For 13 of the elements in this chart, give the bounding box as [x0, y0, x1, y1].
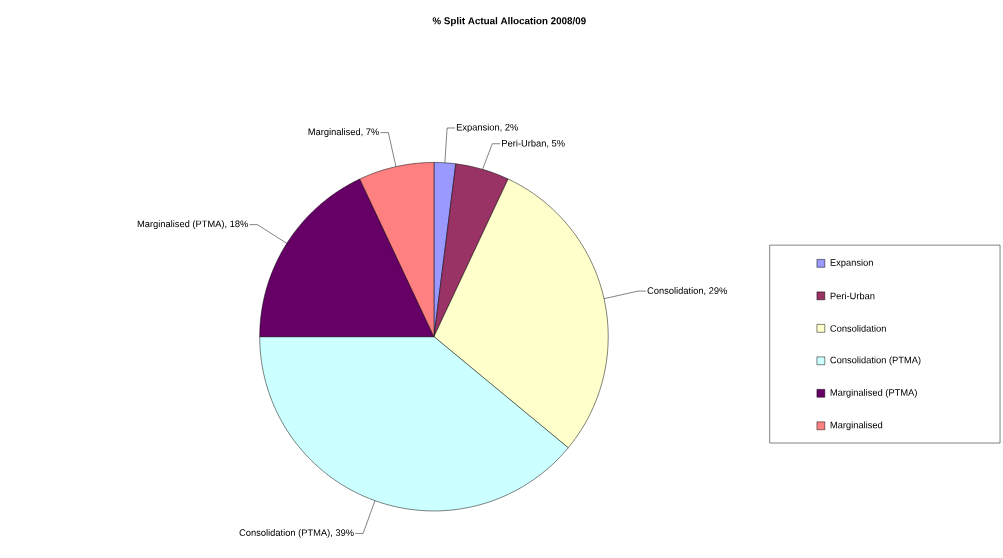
legend-label: Consolidation: [830, 324, 886, 332]
data-label: Peri-Urban, 5%: [502, 139, 565, 148]
legend-label: Consolidation (PTMA): [830, 356, 921, 366]
data-label: Expansion, 2%: [456, 123, 518, 133]
data-label: Marginalised (PTMA), 18%: [137, 220, 248, 229]
legend-label: Expansion: [830, 258, 873, 268]
legend-label: Marginalised (PTMA): [830, 388, 917, 398]
chart-title: % Split Actual Allocation 2008/09: [432, 16, 586, 27]
data-label: Consolidation (PTMA), 39%: [239, 529, 354, 538]
data-label: Marginalised, 7%: [308, 128, 379, 137]
legend-label: Peri-Urban: [830, 292, 875, 300]
legend-label: Marginalised: [830, 421, 883, 431]
data-label: Consolidation, 29%: [647, 287, 728, 295]
